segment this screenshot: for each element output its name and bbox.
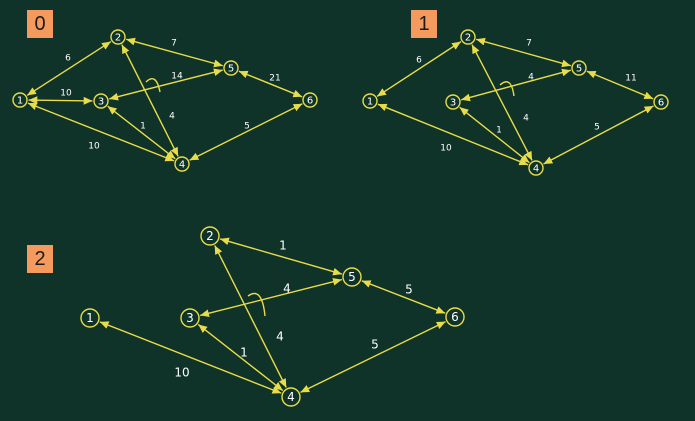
node-label-6: 6 <box>658 98 664 109</box>
edge-weight-2-5: 7 <box>526 39 532 49</box>
edge-3-5 <box>200 277 342 318</box>
node-label-3: 3 <box>450 98 456 109</box>
node-2 <box>460 29 476 45</box>
edge-4-6 <box>543 105 654 165</box>
node-4 <box>528 160 544 176</box>
edge-1-4 <box>377 103 529 166</box>
edge-weight-5-6: 11 <box>625 74 636 84</box>
node-label-5: 5 <box>576 64 582 75</box>
edge-3-4 <box>107 105 176 160</box>
node-label-1: 1 <box>86 311 94 325</box>
graph-panel-2: 10 1 4 4 1 5 5 1 2 3 4 5 6 <box>80 226 465 407</box>
edge-weight-3-5: 4 <box>528 73 534 83</box>
edge-weight-2-4: 4 <box>276 330 284 344</box>
edge-weight-1-2: 6 <box>65 54 71 64</box>
node-6 <box>653 94 669 110</box>
edge-4-6 <box>189 103 303 161</box>
node-label-2: 2 <box>206 229 214 243</box>
edge-weight-5-6: 21 <box>269 74 280 84</box>
edge-crossing-hop <box>499 81 515 97</box>
edge-5-6 <box>586 70 654 100</box>
edge-1-2 <box>26 41 112 96</box>
edge-weight-3-5: 14 <box>171 72 183 82</box>
node-label-2: 2 <box>465 33 471 44</box>
edge-weight-4-6: 5 <box>594 123 600 133</box>
edge-3-4 <box>459 106 530 164</box>
node-label-3: 3 <box>98 97 104 108</box>
panel-label-0: 0 <box>27 10 53 38</box>
edge-weight-1-4: 10 <box>174 366 189 380</box>
edge-2-4 <box>214 245 287 388</box>
node-1 <box>80 308 100 328</box>
node-label-6: 6 <box>451 310 459 324</box>
node-5 <box>571 60 587 76</box>
panel-label-2: 2 <box>27 245 53 273</box>
edge-weight-2-5: 7 <box>171 39 177 49</box>
graph-panel-0: 6 10 10 7 4 14 1 21 5 1 2 3 4 5 6 <box>12 29 318 172</box>
edge-2-4 <box>471 44 533 161</box>
edge-weight-1-3: 10 <box>60 89 72 99</box>
edge-5-6 <box>361 280 446 314</box>
edge-weight-3-5: 4 <box>283 282 291 296</box>
node-label-5: 5 <box>348 270 356 284</box>
node-label-2: 2 <box>115 33 121 44</box>
edge-1-4 <box>27 102 175 162</box>
node-3 <box>93 93 109 109</box>
edge-4-6 <box>300 320 446 394</box>
edge-weight-5-6: 5 <box>405 283 413 297</box>
node-4 <box>174 156 190 172</box>
edge-1-3 <box>28 96 93 105</box>
edge-weight-2-4: 4 <box>523 114 529 124</box>
node-label-5: 5 <box>228 64 234 75</box>
node-label-1: 1 <box>367 97 373 108</box>
edge-1-2 <box>376 41 462 97</box>
edge-weight-4-6: 5 <box>244 122 250 132</box>
node-label-4: 4 <box>179 160 185 171</box>
edge-weight-3-4: 1 <box>140 122 146 132</box>
edge-3-5 <box>109 68 223 101</box>
edge-1-4 <box>99 321 282 394</box>
node-label-4: 4 <box>533 164 539 175</box>
edge-weight-3-4: 1 <box>240 346 248 360</box>
edge-weight-2-5: 1 <box>279 239 287 253</box>
node-6 <box>445 307 465 327</box>
node-3 <box>445 94 461 110</box>
node-label-6: 6 <box>307 96 313 107</box>
edge-crossing-hop <box>145 78 161 93</box>
node-5 <box>223 60 239 76</box>
node-2 <box>110 29 126 45</box>
node-6 <box>302 92 318 108</box>
edge-2-5 <box>475 37 572 68</box>
edge-weight-1-4: 10 <box>88 142 100 152</box>
node-1 <box>362 93 378 109</box>
edge-3-5 <box>461 68 571 102</box>
node-5 <box>342 267 362 287</box>
edge-weight-3-4: 1 <box>496 126 502 136</box>
edge-weight-4-6: 5 <box>371 338 379 352</box>
node-4 <box>281 387 301 407</box>
edge-weight-2-4: 4 <box>169 112 175 122</box>
node-label-4: 4 <box>287 390 295 404</box>
edge-weight-1-2: 6 <box>416 56 422 66</box>
node-label-3: 3 <box>186 311 194 325</box>
edge-5-6 <box>238 70 303 98</box>
node-label-1: 1 <box>17 96 23 107</box>
edge-weight-1-4: 10 <box>440 144 452 154</box>
node-2 <box>200 226 220 246</box>
edge-3-4 <box>197 323 284 392</box>
node-1 <box>12 92 28 108</box>
panel-label-1: 1 <box>411 10 437 38</box>
node-3 <box>180 308 200 328</box>
edge-crossing-hop <box>247 292 266 317</box>
